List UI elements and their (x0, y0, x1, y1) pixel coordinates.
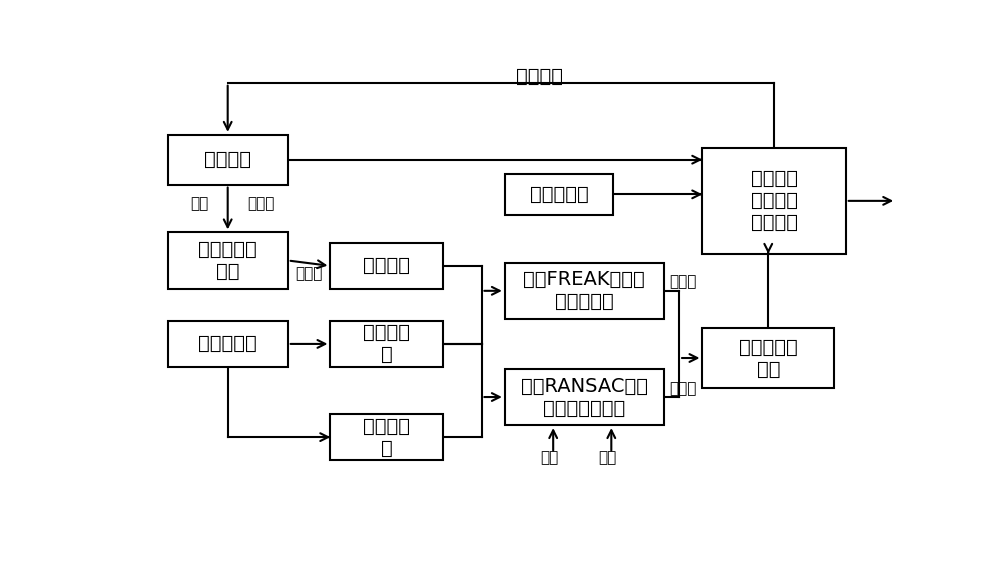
Text: 基于RANSAC特征
匹配的单应估计: 基于RANSAC特征 匹配的单应估计 (521, 377, 648, 418)
Bar (702, 148, 846, 254)
Bar (330, 414, 443, 460)
Bar (168, 135, 288, 185)
Text: 经纬度: 经纬度 (669, 381, 697, 396)
Text: 经纬度融合
校正: 经纬度融合 校正 (739, 337, 798, 378)
Bar (168, 321, 288, 367)
Bar (505, 174, 613, 215)
Text: 姿态: 姿态 (598, 450, 617, 465)
Text: 惯性导航: 惯性导航 (204, 150, 251, 169)
Bar (168, 233, 288, 289)
Bar (505, 369, 664, 425)
Text: 前一帧图
像: 前一帧图 像 (363, 417, 410, 458)
Bar (330, 243, 443, 289)
Text: 惯导: 惯导 (190, 196, 208, 212)
Text: 高度: 高度 (540, 450, 558, 465)
Bar (330, 321, 443, 367)
Text: 机载摄像机: 机载摄像机 (198, 334, 257, 354)
Text: 数字地图数
据库: 数字地图数 据库 (198, 240, 257, 281)
Text: 基准图像: 基准图像 (363, 256, 410, 275)
Bar (702, 328, 834, 388)
Text: 粗定位: 粗定位 (295, 266, 323, 281)
Text: 气压高度计: 气压高度计 (530, 185, 588, 204)
Text: 误差校正: 误差校正 (516, 67, 563, 86)
Text: 经纬度: 经纬度 (247, 196, 274, 212)
Text: 基于FREAK描述符
的景象匹配: 基于FREAK描述符 的景象匹配 (523, 270, 645, 311)
Text: 组合导航
卡尔曼滤
波器模块: 组合导航 卡尔曼滤 波器模块 (751, 169, 798, 233)
Bar (505, 262, 664, 319)
Text: 经纬度: 经纬度 (669, 275, 697, 289)
Text: 当前帧图
像: 当前帧图 像 (363, 323, 410, 364)
